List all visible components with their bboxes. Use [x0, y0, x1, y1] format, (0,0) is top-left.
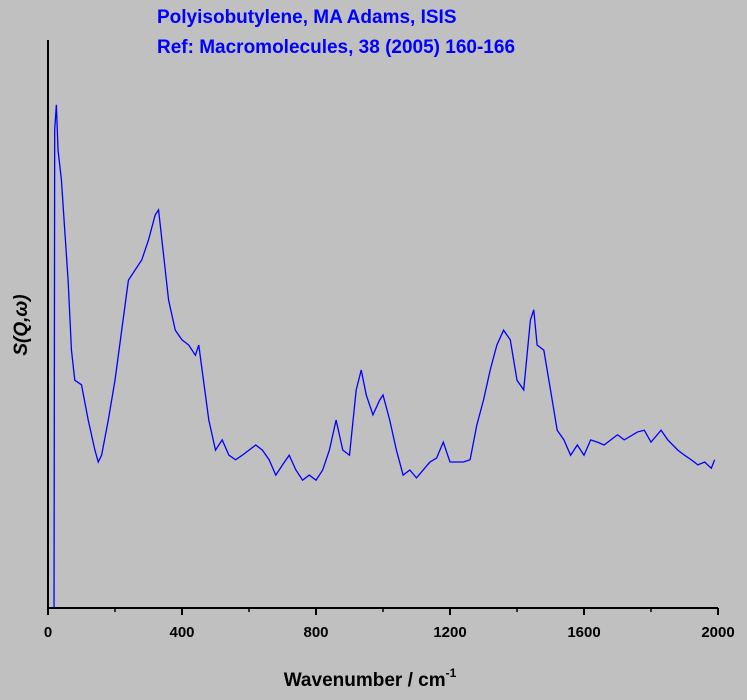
chart-subtitle: Ref: Macromolecules, 38 (2005) 160-166 — [157, 37, 515, 58]
x-axis-label-text: Wavenumber / cm — [284, 670, 446, 691]
x-axis-label: Wavenumber / cm-1 — [284, 666, 457, 691]
x-tick-label: 1200 — [433, 624, 466, 641]
x-tick-label: 2000 — [701, 624, 734, 641]
y-axis-label: S(Q,ω) — [11, 294, 32, 355]
chart-title: Polyisobutylene, MA Adams, ISIS — [157, 7, 457, 28]
x-tick-label: 0 — [44, 624, 52, 641]
x-axis-label-superscript: -1 — [446, 666, 457, 680]
x-tick-label: 800 — [303, 624, 328, 641]
x-tick-label: 1600 — [567, 624, 600, 641]
data-line — [53, 104, 716, 609]
x-tick-label: 400 — [169, 624, 194, 641]
